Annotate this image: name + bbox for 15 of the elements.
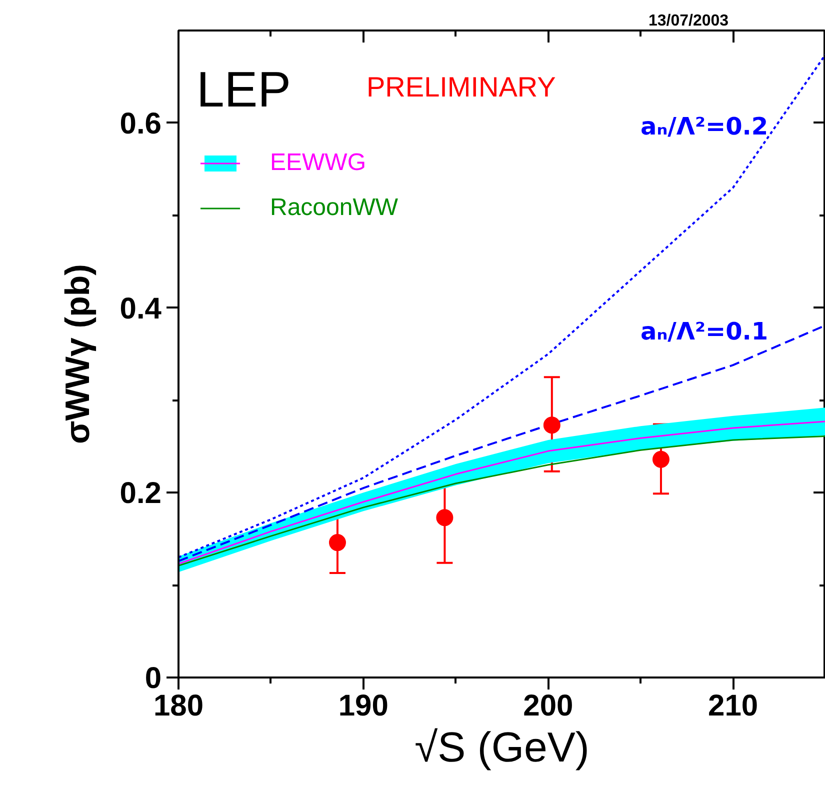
annotation: aₙ/Λ²=0.2 xyxy=(640,112,768,140)
y-tick-label: 0.6 xyxy=(120,107,162,140)
legend-label: RacoonWW xyxy=(270,194,398,222)
x-tick-label: 200 xyxy=(523,690,574,722)
x-axis-title: √S (GeV) xyxy=(414,724,590,770)
x-tick-label: 190 xyxy=(338,690,388,722)
legend-label: EEWWG xyxy=(270,149,366,177)
y-axis-title: σWWγ (pb) xyxy=(58,264,97,444)
x-tick-label: 210 xyxy=(708,690,758,722)
y-tick-label: 0.2 xyxy=(120,477,162,510)
y-tick-label: 0.4 xyxy=(120,292,162,326)
annotation: aₙ/Λ²=0.1 xyxy=(640,318,768,346)
annotation: LEP xyxy=(196,62,292,118)
annotation: PRELIMINARY xyxy=(366,72,556,102)
text: 13/07/2003 xyxy=(648,12,729,30)
